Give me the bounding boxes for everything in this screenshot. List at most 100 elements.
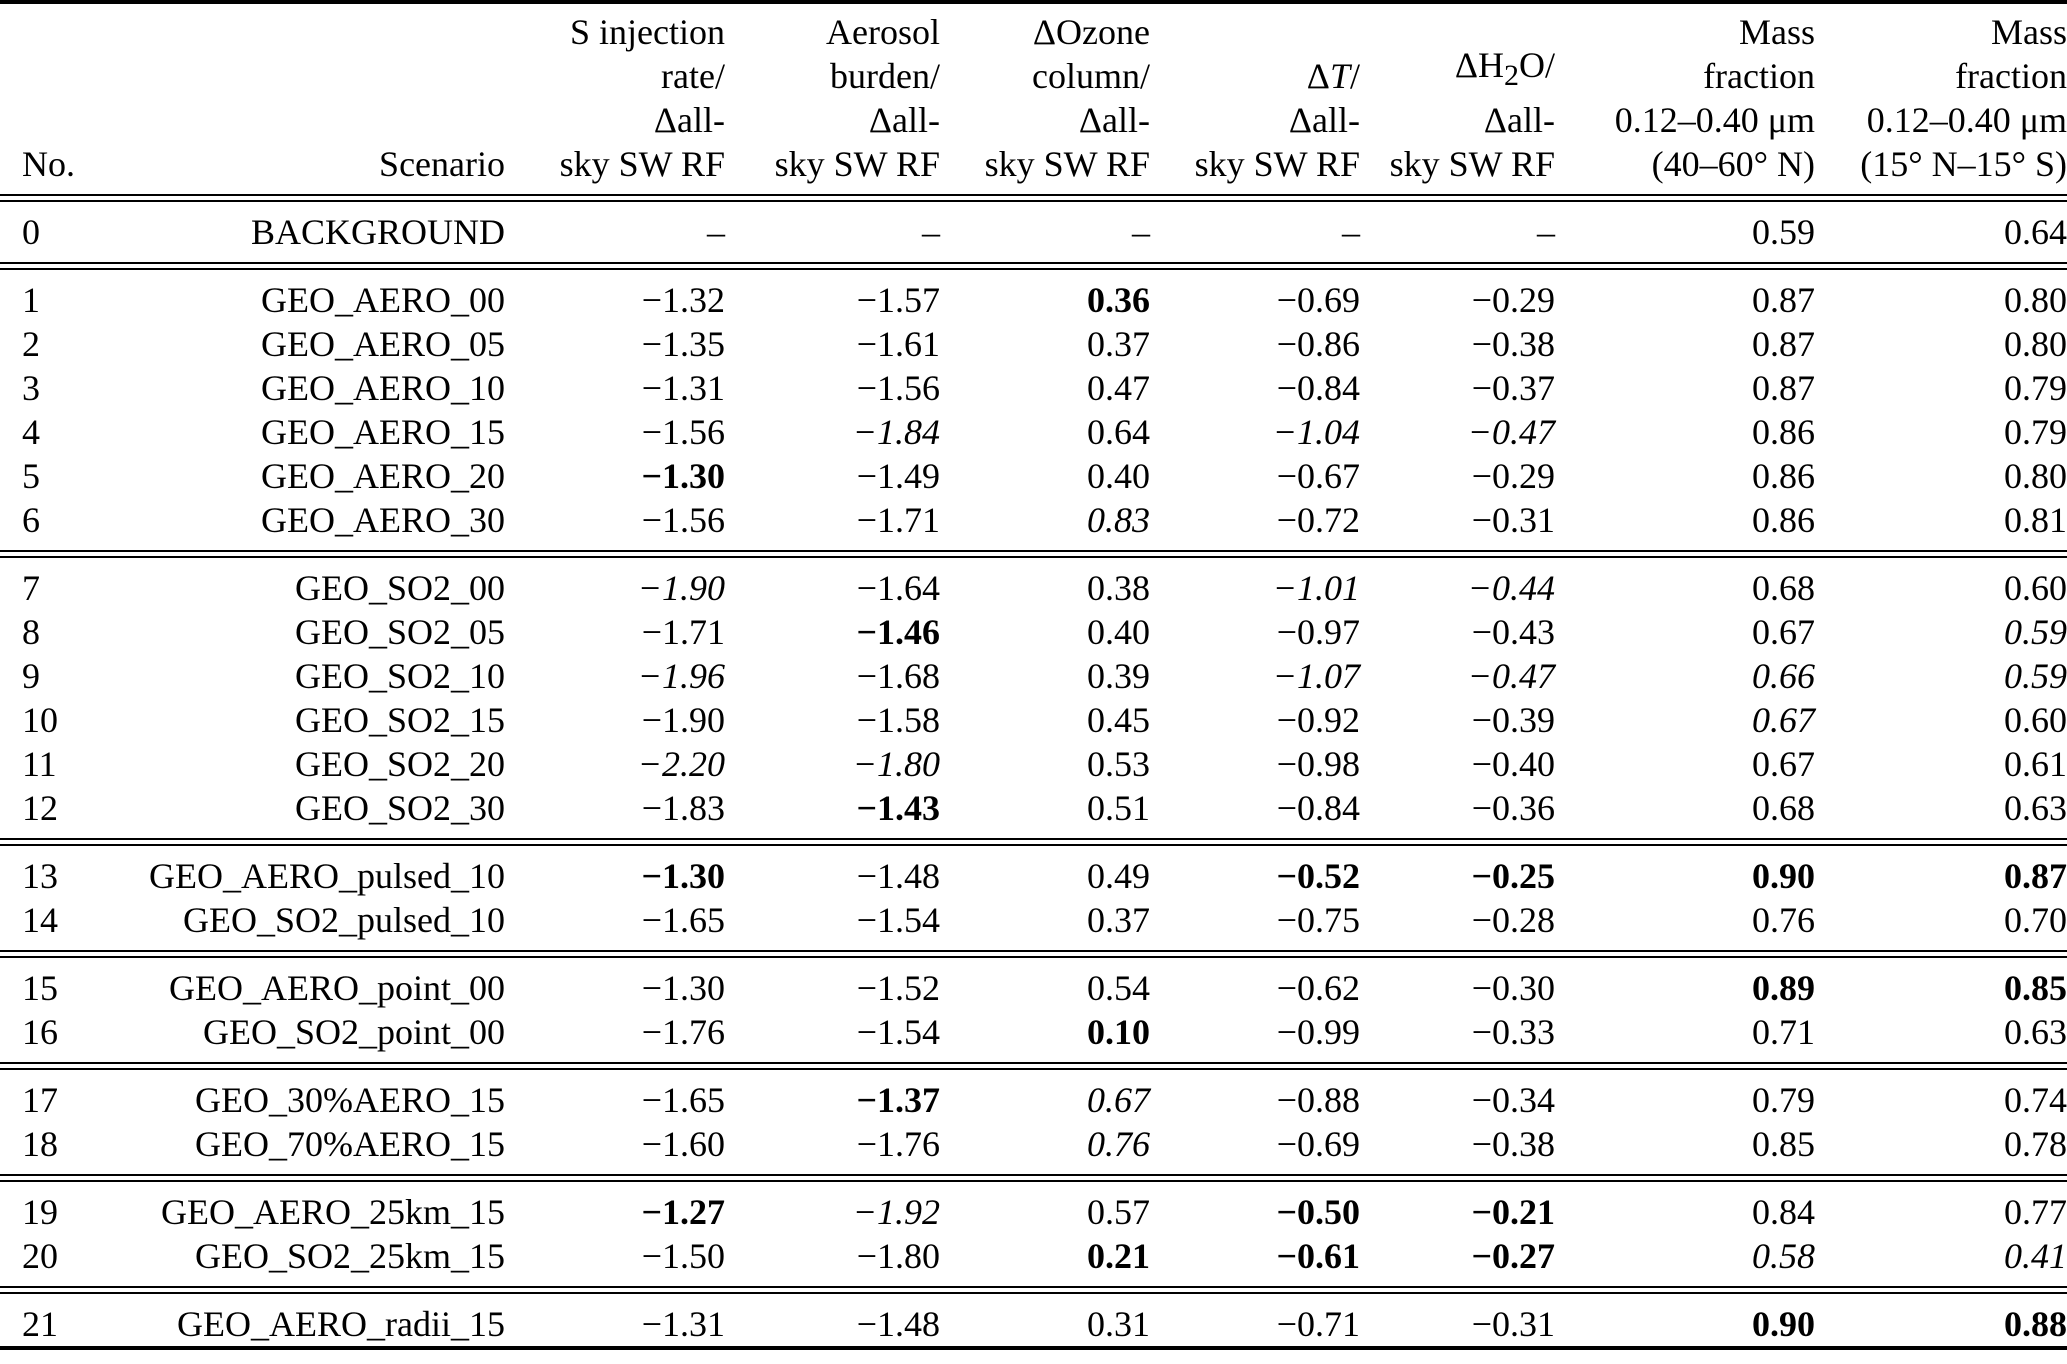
value-cell: 0.57 [1087, 1192, 1150, 1232]
value-cell: −1.30 [641, 456, 725, 496]
column-header-text: ΔH [1454, 44, 1504, 85]
value-cell: 0.79 [1752, 1080, 1815, 1120]
value-cell: −1.27 [641, 1192, 725, 1232]
value-cell: −1.52 [856, 968, 940, 1008]
value-cell: 0.87 [2004, 856, 2067, 896]
value-cell: −1.58 [856, 700, 940, 740]
value-cell: 0.45 [1087, 700, 1150, 740]
value-cell: 0.64 [2004, 212, 2067, 252]
value-cell: 0.68 [1752, 788, 1815, 828]
value-cell: −0.86 [1276, 324, 1360, 364]
row-number: 12 [22, 788, 58, 828]
column-header-text: No. [22, 144, 75, 184]
row-number: 8 [22, 612, 40, 652]
value-cell: 0.67 [1752, 744, 1815, 784]
value-cell: −1.35 [641, 324, 725, 364]
value-cell: −0.67 [1276, 456, 1360, 496]
table-row: 14 GEO_SO2_pulsed_10 −1.65 −1.54 0.37 −0.75 −0… [0, 898, 2067, 942]
table-row: 3 GEO_AERO_10 −1.31 −1.56 0.47 −0.84 −0.37 0.87… [0, 366, 2067, 410]
row-number: 6 [22, 500, 40, 540]
value-cell: −1.30 [641, 856, 725, 896]
value-cell: −1.54 [856, 1012, 940, 1052]
value-cell: −1.50 [641, 1236, 725, 1276]
value-cell: – [1342, 212, 1360, 252]
scenario-name: GEO_SO2_00 [294, 568, 505, 608]
value-cell: 0.86 [1752, 500, 1815, 540]
row-number: 2 [22, 324, 40, 364]
table-row: 6 GEO_AERO_30 −1.56 −1.71 0.83 −0.72 −0.31 0.86… [0, 498, 2067, 542]
value-cell: – [707, 212, 725, 252]
value-cell: −0.69 [1276, 1124, 1360, 1164]
value-cell: −1.07 [1272, 656, 1360, 696]
value-cell: 0.86 [1752, 412, 1815, 452]
value-cell: −0.71 [1276, 1304, 1360, 1344]
scenario-group-2: 7 GEO_SO2_00 −1.90 −1.64 0.38 −1.01 −0.44 0.68 0… [0, 566, 2067, 830]
row-number: 7 [22, 568, 40, 608]
value-cell: −1.71 [856, 500, 940, 540]
value-cell: −1.68 [856, 656, 940, 696]
value-cell: −0.61 [1276, 1236, 1360, 1276]
column-header-mass-fraction-40-60n: Mass fraction 0.12–0.40 μm (40–60° N) [1555, 2, 1815, 186]
value-cell: −1.71 [641, 612, 725, 652]
row-number: 16 [22, 1012, 58, 1052]
table-row: 15 GEO_AERO_point_00 −1.30 −1.52 0.54 −0.62 −0… [0, 966, 2067, 1010]
value-cell: 0.85 [2004, 968, 2067, 1008]
column-header-text: Mass fraction 0.12–0.40 μm (15° N–15° S) [1860, 12, 2067, 184]
value-cell: 0.37 [1087, 900, 1150, 940]
value-cell: 0.31 [1087, 1304, 1150, 1344]
value-cell: 0.86 [1752, 456, 1815, 496]
double-rule [0, 1062, 2067, 1070]
column-header-s-injection-rate: S injection rate/ Δall- sky SW RF [505, 2, 725, 186]
scenario-name: GEO_70%AERO_15 [195, 1124, 505, 1164]
row-number: 18 [22, 1124, 58, 1164]
value-cell: 0.40 [1087, 456, 1150, 496]
table-row: 21 GEO_AERO_radii_15 −1.31 −1.48 0.31 −0.71 −0… [0, 1302, 2067, 1348]
value-cell: 0.61 [2004, 744, 2067, 784]
value-cell: −0.29 [1471, 456, 1555, 496]
value-cell: −1.48 [856, 1304, 940, 1344]
row-number: 10 [22, 700, 58, 740]
value-cell: −1.30 [641, 968, 725, 1008]
value-cell: −1.04 [1272, 412, 1360, 452]
value-cell: 0.67 [1087, 1080, 1150, 1120]
column-header-text: 2 [1504, 59, 1519, 92]
value-cell: −0.84 [1276, 368, 1360, 408]
column-header-text: O/ Δall- sky SW RF [1389, 44, 1555, 184]
value-cell: 0.84 [1752, 1192, 1815, 1232]
value-cell: −1.92 [852, 1192, 940, 1232]
value-cell: −1.56 [856, 368, 940, 408]
column-header-scenario: Scenario [110, 2, 505, 186]
value-cell: 0.81 [2004, 500, 2067, 540]
table-row: 11 GEO_SO2_20 −2.20 −1.80 0.53 −0.98 −0.40 0.67… [0, 742, 2067, 786]
group-separator-row [0, 254, 2067, 278]
column-header-mass-fraction-15n-15s: Mass fraction 0.12–0.40 μm (15° N–15° S) [1815, 2, 2067, 186]
group-separator-row [0, 1166, 2067, 1190]
group-separator-row [0, 1278, 2067, 1302]
value-cell: 0.74 [2004, 1080, 2067, 1120]
value-cell: −0.92 [1276, 700, 1360, 740]
scenario-name: GEO_SO2_30 [294, 788, 505, 828]
scenario-name: BACKGROUND [250, 212, 505, 252]
value-cell: 0.71 [1752, 1012, 1815, 1052]
value-cell: 0.87 [1752, 324, 1815, 364]
value-cell: 0.85 [1752, 1124, 1815, 1164]
scenario-name: GEO_30%AERO_15 [195, 1080, 505, 1120]
column-header-text: Scenario [379, 144, 505, 184]
value-cell: −0.38 [1471, 324, 1555, 364]
table-row: 17 GEO_30%AERO_15 −1.65 −1.37 0.67 −0.88 −0.34… [0, 1078, 2067, 1122]
value-cell: 0.59 [2004, 656, 2067, 696]
row-number: 15 [22, 968, 58, 1008]
scenario-name: GEO_SO2_15 [294, 700, 505, 740]
table-row: 18 GEO_70%AERO_15 −1.60 −1.76 0.76 −0.69 −0.38… [0, 1122, 2067, 1166]
value-cell: −1.83 [641, 788, 725, 828]
value-cell: 0.39 [1087, 656, 1150, 696]
value-cell: 0.87 [1752, 368, 1815, 408]
value-cell: −1.64 [856, 568, 940, 608]
row-number: 9 [22, 656, 40, 696]
table-row: 9 GEO_SO2_10 −1.96 −1.68 0.39 −1.07 −0.47 0.66 0… [0, 654, 2067, 698]
value-cell: −0.50 [1276, 1192, 1360, 1232]
table-row: 5 GEO_AERO_20 −1.30 −1.49 0.40 −0.67 −0.29 0.86… [0, 454, 2067, 498]
value-cell: −0.27 [1471, 1236, 1555, 1276]
value-cell: 0.78 [2004, 1124, 2067, 1164]
